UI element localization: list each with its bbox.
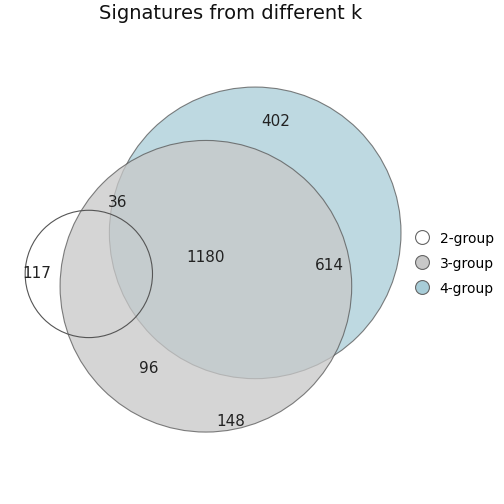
Title: Signatures from different k: Signatures from different k bbox=[99, 4, 362, 23]
Text: 96: 96 bbox=[139, 361, 158, 376]
Circle shape bbox=[109, 87, 401, 379]
Text: 614: 614 bbox=[314, 258, 344, 273]
Text: 36: 36 bbox=[108, 195, 128, 210]
Circle shape bbox=[60, 141, 352, 432]
Text: 148: 148 bbox=[216, 414, 245, 429]
Text: 117: 117 bbox=[22, 267, 51, 281]
Text: 1180: 1180 bbox=[186, 250, 225, 265]
Text: 402: 402 bbox=[261, 114, 290, 130]
Legend: 2-group, 3-group, 4-group: 2-group, 3-group, 4-group bbox=[409, 226, 499, 301]
